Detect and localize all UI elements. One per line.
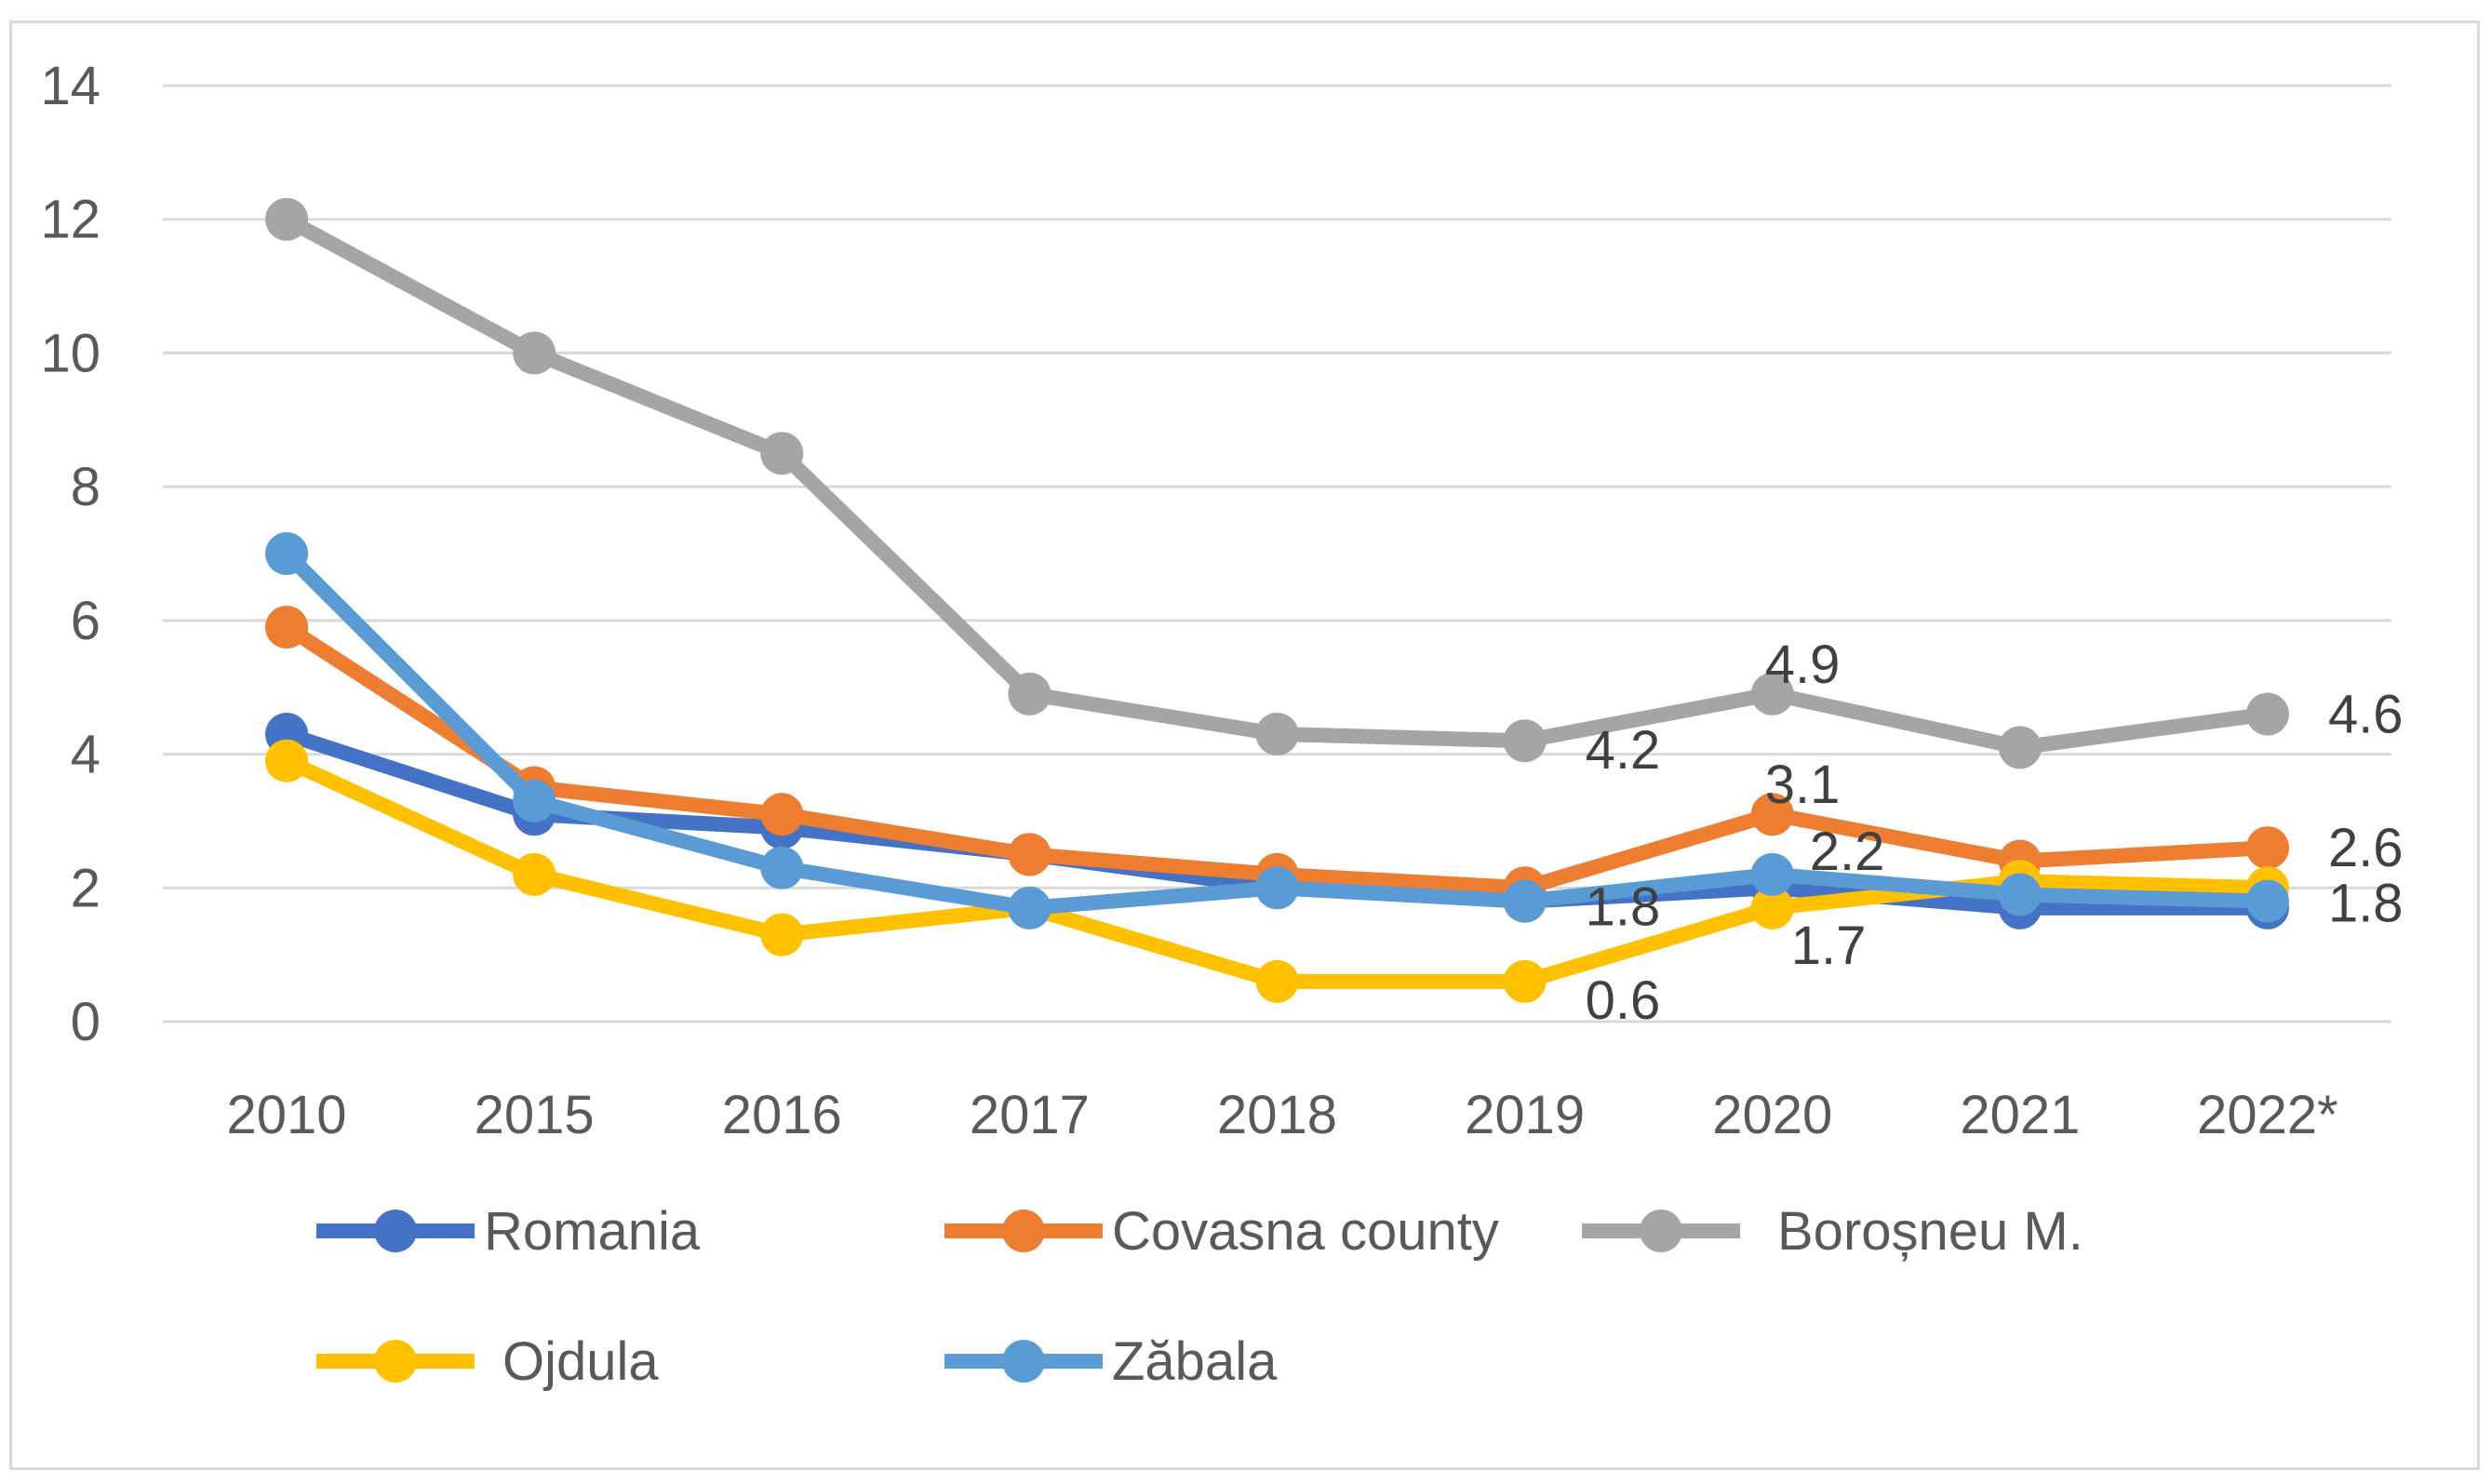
data-label: 2.2 bbox=[1810, 822, 1885, 882]
data-label: 1.7 bbox=[1791, 916, 1867, 976]
data-point bbox=[1998, 726, 2042, 769]
data-point bbox=[265, 532, 309, 575]
x-tick-label: 2016 bbox=[722, 1085, 842, 1145]
y-tick-label: 12 bbox=[40, 190, 100, 250]
y-tick-label: 0 bbox=[71, 992, 100, 1052]
series-line-2 bbox=[279, 211, 2275, 755]
data-point bbox=[760, 913, 804, 956]
data-label: 4.2 bbox=[1586, 720, 1661, 781]
data-point bbox=[2245, 879, 2289, 923]
legend-item: Covasna county bbox=[944, 1201, 1499, 1262]
data-point bbox=[760, 432, 804, 475]
legend-marker bbox=[1002, 1210, 1045, 1252]
y-tick-label: 10 bbox=[40, 323, 100, 383]
data-point bbox=[1008, 833, 1051, 876]
data-point bbox=[1255, 866, 1299, 910]
data-label: 0.6 bbox=[1586, 970, 1661, 1031]
data-label: 2.6 bbox=[2328, 818, 2404, 878]
data-point bbox=[1008, 672, 1051, 715]
y-axis-ticks: 0 2 4 6 8 10 12 14 bbox=[40, 56, 100, 1052]
data-point bbox=[1750, 852, 1794, 896]
data-point bbox=[1503, 719, 1547, 763]
data-point bbox=[265, 739, 309, 782]
data-point bbox=[760, 793, 804, 836]
legend-label: Covasna county bbox=[1112, 1201, 1499, 1262]
x-tick-label: 2019 bbox=[1465, 1085, 1585, 1145]
x-tick-label: 2018 bbox=[1217, 1085, 1337, 1145]
legend-marker bbox=[374, 1340, 417, 1383]
legend-label: Zăbala bbox=[1112, 1331, 1278, 1392]
data-point bbox=[1750, 672, 1794, 715]
data-point bbox=[513, 779, 556, 822]
data-point bbox=[513, 852, 556, 896]
legend-item: Romania bbox=[316, 1201, 701, 1262]
series-lines bbox=[265, 197, 2289, 1003]
x-tick-label: 2021 bbox=[1960, 1085, 2080, 1145]
legend-label: Romania bbox=[484, 1201, 701, 1262]
legend-marker bbox=[374, 1210, 417, 1252]
y-tick-label: 2 bbox=[71, 858, 100, 918]
x-tick-label: 2022* bbox=[2197, 1085, 2338, 1145]
legend-item: Boroșneu M. bbox=[1582, 1201, 2083, 1262]
x-axis-ticks: 2010 2015 2016 2017 2018 2019 2020 2021 2022* bbox=[227, 1085, 2338, 1145]
data-point bbox=[1255, 713, 1299, 756]
data-point bbox=[1503, 879, 1547, 923]
data-point bbox=[2245, 826, 2289, 870]
legend-label: Ojdula bbox=[502, 1331, 659, 1392]
data-point bbox=[265, 606, 309, 649]
data-labels: 4.2 4.9 4.6 3.1 2.6 2.2 1.8 1.8 1.7 0.6 bbox=[1586, 635, 2404, 1031]
legend-item: Zăbala bbox=[944, 1331, 1278, 1392]
x-tick-label: 2010 bbox=[227, 1085, 347, 1145]
data-point bbox=[1750, 886, 1794, 929]
data-point bbox=[513, 331, 556, 375]
legend-marker bbox=[1640, 1210, 1682, 1252]
data-point bbox=[265, 197, 309, 241]
y-tick-label: 4 bbox=[71, 725, 100, 785]
data-point bbox=[760, 846, 804, 889]
data-label: 3.1 bbox=[1765, 755, 1841, 815]
data-point bbox=[1998, 873, 2042, 916]
legend-label: Boroșneu M. bbox=[1777, 1201, 2083, 1262]
y-tick-label: 14 bbox=[40, 56, 100, 116]
data-point bbox=[1008, 886, 1051, 929]
data-label: 1.8 bbox=[1586, 877, 1661, 938]
legend-marker bbox=[1002, 1340, 1045, 1383]
series-line-1 bbox=[279, 620, 2275, 896]
legend-item: Ojdula bbox=[316, 1331, 659, 1392]
y-tick-label: 8 bbox=[71, 457, 100, 517]
y-tick-label: 6 bbox=[71, 591, 100, 651]
x-tick-label: 2017 bbox=[970, 1085, 1090, 1145]
x-tick-label: 2015 bbox=[475, 1085, 595, 1145]
data-label: 4.9 bbox=[1765, 635, 1841, 695]
x-tick-label: 2020 bbox=[1712, 1085, 1832, 1145]
data-point bbox=[1255, 959, 1299, 1003]
data-point bbox=[1750, 793, 1794, 836]
data-label: 1.8 bbox=[2328, 874, 2404, 934]
data-point bbox=[2245, 692, 2289, 736]
data-label: 4.6 bbox=[2328, 684, 2404, 744]
data-point bbox=[1503, 959, 1547, 1003]
legend: Romania Covasna county Boroșneu M. Ojdula Ză… bbox=[316, 1201, 2083, 1392]
